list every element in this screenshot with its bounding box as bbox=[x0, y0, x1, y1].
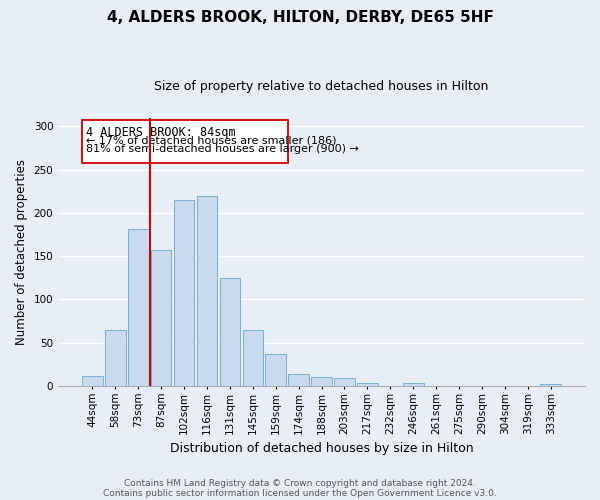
Y-axis label: Number of detached properties: Number of detached properties bbox=[15, 159, 28, 345]
Bar bbox=[82, 376, 103, 386]
Bar bbox=[128, 230, 149, 386]
Bar bbox=[151, 250, 172, 386]
Bar bbox=[403, 384, 424, 386]
Bar bbox=[197, 196, 217, 386]
Bar bbox=[174, 200, 194, 386]
Text: 4 ALDERS BROOK: 84sqm: 4 ALDERS BROOK: 84sqm bbox=[86, 126, 235, 140]
Bar bbox=[220, 278, 240, 386]
Bar bbox=[265, 354, 286, 386]
Text: Contains public sector information licensed under the Open Government Licence v3: Contains public sector information licen… bbox=[103, 488, 497, 498]
Bar bbox=[105, 330, 125, 386]
Bar bbox=[289, 374, 309, 386]
Text: ← 17% of detached houses are smaller (186): ← 17% of detached houses are smaller (18… bbox=[86, 135, 336, 145]
Bar bbox=[311, 378, 332, 386]
Title: Size of property relative to detached houses in Hilton: Size of property relative to detached ho… bbox=[154, 80, 489, 93]
Bar bbox=[357, 382, 378, 386]
Bar bbox=[242, 330, 263, 386]
Text: 81% of semi-detached houses are larger (900) →: 81% of semi-detached houses are larger (… bbox=[86, 144, 358, 154]
Bar bbox=[541, 384, 561, 386]
Bar bbox=[82, 120, 289, 163]
X-axis label: Distribution of detached houses by size in Hilton: Distribution of detached houses by size … bbox=[170, 442, 473, 455]
Text: Contains HM Land Registry data © Crown copyright and database right 2024.: Contains HM Land Registry data © Crown c… bbox=[124, 478, 476, 488]
Text: 4, ALDERS BROOK, HILTON, DERBY, DE65 5HF: 4, ALDERS BROOK, HILTON, DERBY, DE65 5HF bbox=[107, 10, 493, 25]
Bar bbox=[334, 378, 355, 386]
